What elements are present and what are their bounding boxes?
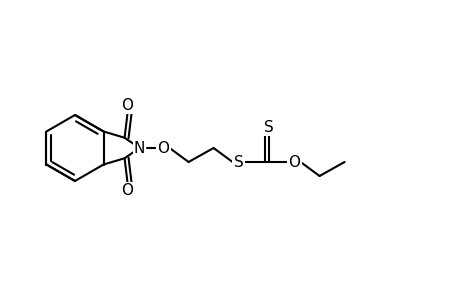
- Text: O: O: [121, 98, 133, 113]
- Text: O: O: [121, 183, 133, 198]
- Text: O: O: [288, 154, 300, 169]
- Text: S: S: [233, 154, 243, 169]
- Text: N: N: [134, 140, 145, 155]
- Text: O: O: [157, 140, 169, 155]
- Text: S: S: [263, 119, 273, 134]
